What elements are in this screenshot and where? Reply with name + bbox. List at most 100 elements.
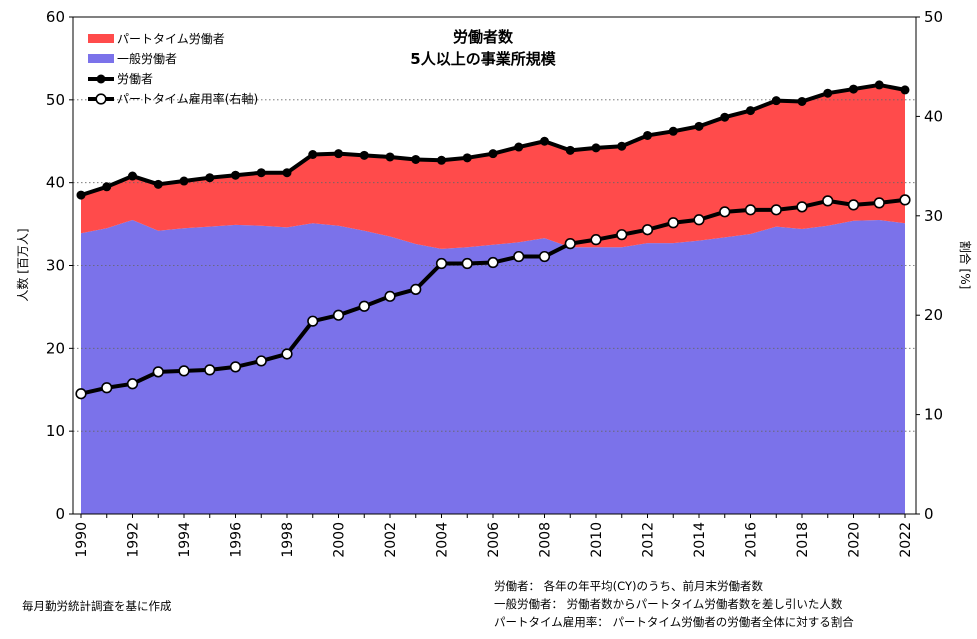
workers-point bbox=[308, 150, 318, 160]
part-time-rate-point bbox=[873, 197, 885, 209]
part-time-rate-point bbox=[770, 204, 782, 216]
y-tick-label: 30 bbox=[46, 257, 65, 275]
y-tick-label: 20 bbox=[46, 339, 65, 357]
x-tick-label: 2006 bbox=[486, 522, 502, 558]
workers-point bbox=[334, 149, 343, 159]
workers-point bbox=[694, 121, 704, 131]
workers-point bbox=[643, 130, 652, 140]
note-general-workers-term: 一般労働者： bbox=[494, 597, 563, 611]
x-tick-label: 2004 bbox=[435, 522, 451, 558]
workers-point bbox=[746, 106, 755, 116]
part-time-rate-point bbox=[152, 366, 164, 378]
part-time-rate-point bbox=[899, 194, 911, 206]
part-time-rate-point bbox=[847, 199, 860, 211]
part-time-rate-point bbox=[435, 257, 448, 270]
note-general-workers-desc: 労働者数からパートタイム労働者数を差し引いた人数 bbox=[566, 597, 843, 611]
workers-point bbox=[205, 173, 215, 183]
part-time-rate-point bbox=[281, 348, 293, 360]
part-time-rate-point bbox=[744, 204, 757, 216]
part-time-rate-point bbox=[126, 378, 139, 390]
source-note: 毎月勤労統計調査を基に作成 bbox=[22, 599, 172, 613]
workers-point bbox=[437, 155, 446, 165]
area-layer bbox=[81, 84, 905, 515]
x-tick-label: 1990 bbox=[74, 522, 90, 558]
workers-point bbox=[385, 152, 395, 162]
part-time-rate-point bbox=[75, 388, 87, 400]
y-tick-label: 50 bbox=[46, 91, 65, 109]
x-tick-label: 2012 bbox=[641, 522, 657, 558]
part-time-rate-point bbox=[410, 283, 422, 295]
workers-point bbox=[231, 170, 240, 180]
y2-tick-label: 40 bbox=[924, 107, 943, 125]
part-time-rate-point bbox=[719, 206, 731, 218]
line-layer bbox=[75, 80, 911, 400]
note-workers: 労働者： 各年の年平均(CY)のうち、前月末労働者数 bbox=[494, 578, 763, 594]
workers-point bbox=[591, 143, 601, 153]
workers-point bbox=[565, 145, 575, 155]
part-time-rate-point bbox=[487, 256, 499, 269]
legend-swatch-general bbox=[88, 54, 114, 63]
workers-point bbox=[540, 136, 549, 146]
x-tick-label: 2022 bbox=[898, 522, 914, 558]
part-time-rate-point bbox=[641, 224, 654, 236]
y2-tick-label: 20 bbox=[924, 306, 943, 324]
part-time-rate-point bbox=[384, 290, 396, 302]
note-part-time-rate: パートタイム雇用率： パートタイム労働者の労働者全体に対する割合 bbox=[494, 614, 854, 630]
workers-point bbox=[282, 168, 292, 178]
legend-label-workers: 労働者 bbox=[117, 72, 153, 86]
note-part-time-rate-term: パートタイム雇用率： bbox=[494, 615, 609, 629]
workers-point bbox=[102, 182, 112, 192]
part-time-rate-point bbox=[590, 234, 602, 246]
x-tick-label: 1994 bbox=[177, 522, 193, 558]
note-part-time-rate-desc: パートタイム労働者の労働者全体に対する割合 bbox=[612, 615, 854, 629]
workers-point bbox=[488, 149, 498, 159]
workers-point bbox=[771, 96, 781, 106]
part-time-rate-point bbox=[178, 365, 190, 377]
part-time-rate-point bbox=[693, 214, 705, 226]
workers-point bbox=[900, 85, 910, 95]
x-tick-label: 2014 bbox=[692, 522, 708, 558]
workers-point bbox=[411, 154, 421, 164]
x-tick-label: 2010 bbox=[589, 522, 605, 558]
part-time-rate-point bbox=[358, 300, 370, 312]
part-time-rate-point bbox=[538, 250, 551, 263]
legend-marker-part-time-rate bbox=[95, 93, 107, 105]
x-tick-label: 2008 bbox=[538, 522, 554, 558]
workers-point bbox=[617, 141, 627, 151]
legend-swatch-part-time bbox=[88, 34, 114, 43]
note-general-workers: 一般労働者： 労働者数からパートタイム労働者数を差し引いた人数 bbox=[494, 596, 842, 612]
workers-point bbox=[128, 171, 137, 181]
part-time-rate-point bbox=[332, 309, 345, 321]
part-time-rate-point bbox=[796, 201, 808, 213]
axes-layer: 0 10 20 30 40 50 60 0 10 20 30 40 50 1990 1992 1994 1996… bbox=[46, 8, 943, 558]
part-time-rate-point bbox=[564, 238, 576, 250]
y2-tick-label: 10 bbox=[924, 406, 943, 424]
y2-tick-label: 0 bbox=[924, 505, 934, 523]
part-time-rate-point bbox=[461, 257, 473, 270]
workers-point bbox=[514, 142, 524, 152]
workers-point bbox=[823, 88, 833, 98]
workers-point bbox=[462, 153, 472, 163]
part-time-rate-point bbox=[616, 229, 628, 241]
part-time-rate-point bbox=[822, 195, 834, 207]
part-time-rate-point bbox=[307, 315, 319, 327]
y2-tick-label: 30 bbox=[924, 207, 943, 225]
legend-marker-workers bbox=[96, 74, 106, 84]
part-time-rate-point bbox=[229, 361, 242, 373]
y-tick-label: 40 bbox=[46, 174, 65, 192]
note-workers-desc: 各年の年平均(CY)のうち、前月末労働者数 bbox=[543, 579, 763, 593]
x-tick-label: 2000 bbox=[332, 522, 348, 558]
part-time-rate-point bbox=[204, 364, 216, 376]
part-time-workers-area bbox=[81, 84, 905, 249]
workers-point bbox=[720, 112, 730, 122]
y2-axis-label: 割合 [%] bbox=[958, 241, 973, 290]
general-workers-area bbox=[81, 219, 905, 515]
y2-tick-label: 50 bbox=[924, 8, 943, 26]
legend-label-general: 一般労働者 bbox=[117, 51, 177, 66]
x-tick-label: 1998 bbox=[280, 522, 296, 558]
part-time-rate-point bbox=[255, 355, 267, 367]
y-tick-label: 0 bbox=[55, 505, 65, 523]
part-time-rate-point bbox=[513, 250, 525, 263]
